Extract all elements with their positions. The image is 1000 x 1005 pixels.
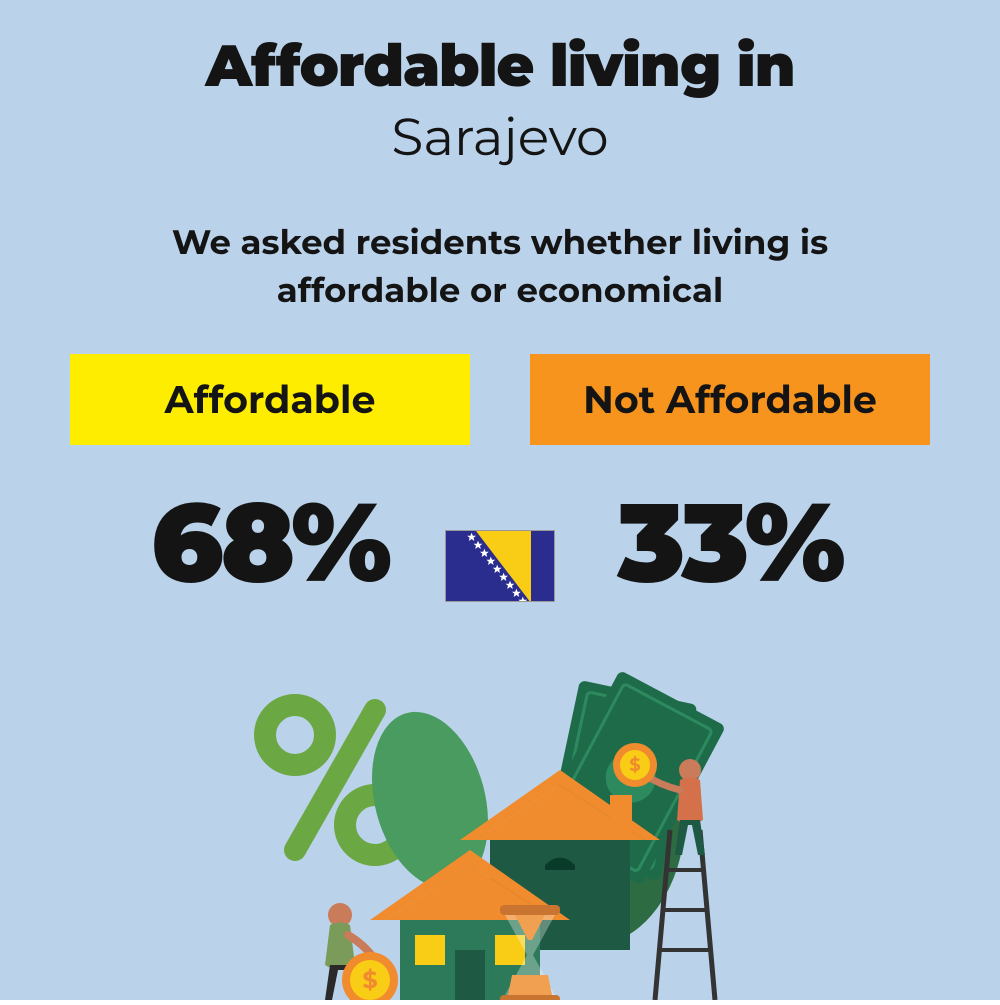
affordable-stat: Affordable 68%: [70, 354, 470, 609]
city-name: Sarajevo: [0, 106, 1000, 169]
affordable-label: Affordable: [70, 354, 470, 445]
subtitle-text: We asked residents whether living is aff…: [120, 219, 880, 314]
housing-illustration: $ $: [200, 650, 800, 1000]
not-affordable-stat: Not Affordable 33%: [530, 354, 930, 609]
not-affordable-value: 33%: [530, 475, 930, 609]
svg-text:$: $: [362, 966, 377, 995]
affordable-value: 68%: [70, 475, 470, 609]
main-title: Affordable living in: [0, 30, 1000, 101]
svg-text:$: $: [629, 754, 640, 776]
not-affordable-label: Not Affordable: [530, 354, 930, 445]
infographic-container: Affordable living in Sarajevo We asked r…: [0, 0, 1000, 1000]
bosnia-flag-icon: [445, 530, 555, 602]
